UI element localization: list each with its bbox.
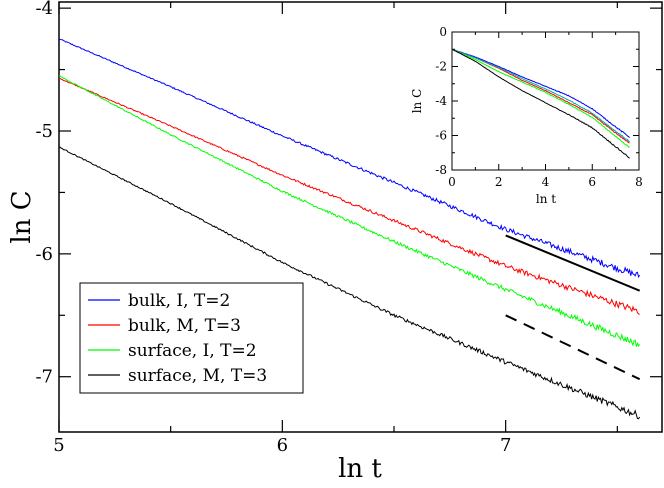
inset-y-axis-title: ln C bbox=[410, 89, 424, 114]
inset-y-tick-label: -2 bbox=[435, 60, 447, 74]
main-x-tick-label: 6 bbox=[277, 435, 288, 456]
main-x-axis-title: ln t bbox=[338, 454, 382, 484]
reference-lines bbox=[505, 234, 641, 381]
legend-label-1: bulk, M, T=3 bbox=[128, 316, 241, 336]
inset-series-3 bbox=[451, 48, 630, 142]
inset-ticks bbox=[451, 31, 640, 171]
inset-series-0 bbox=[451, 48, 631, 139]
inset-series-4 bbox=[451, 48, 630, 159]
main-y-tick-label: -7 bbox=[35, 367, 53, 388]
inset-y-tick-label: -6 bbox=[435, 129, 447, 143]
inset-y-tick-label: 0 bbox=[439, 25, 447, 39]
legend-label-2: surface, I, T=2 bbox=[128, 341, 257, 361]
inset-tick-labels: 0 2 4 6 8 0 -2 -4 -6 -8 bbox=[435, 25, 643, 189]
legend-label-0: bulk, I, T=2 bbox=[128, 291, 230, 311]
inset-plot-frame bbox=[451, 31, 640, 171]
main-tick-labels: 5 6 7 -4 -5 -6 -7 bbox=[35, 0, 511, 456]
main-series-1 bbox=[58, 78, 640, 315]
inset-x-tick-label: 6 bbox=[588, 175, 596, 189]
inset-y-tick-label: -4 bbox=[435, 94, 447, 108]
main-y-tick-label: -4 bbox=[35, 0, 53, 19]
main-x-tick-label: 5 bbox=[53, 435, 64, 456]
inset-series-group bbox=[451, 48, 631, 159]
main-y-axis-title: ln C bbox=[7, 190, 37, 243]
inset-y-tick-label: -8 bbox=[435, 163, 447, 177]
main-y-tick-label: -6 bbox=[35, 244, 53, 265]
inset-x-tick-label: 8 bbox=[635, 175, 643, 189]
main-ticks bbox=[58, 2, 662, 432]
legend-entries: bulk, I, T=2 bulk, M, T=3 surface, I, T=2 s… bbox=[88, 291, 267, 386]
main-series-2 bbox=[58, 75, 641, 347]
inset-chart: 0 2 4 6 8 0 -2 -4 -6 -8 ln t ln C bbox=[410, 25, 643, 206]
inset-x-tick-label: 4 bbox=[542, 175, 550, 189]
main-series-group bbox=[58, 38, 641, 420]
legend-label-3: surface, M, T=3 bbox=[128, 366, 267, 386]
inset-x-tick-label: 0 bbox=[448, 175, 456, 189]
main-series-0 bbox=[58, 38, 641, 279]
main-y-tick-label: -5 bbox=[35, 121, 53, 142]
inset-series-2 bbox=[451, 48, 630, 148]
legend: bulk, I, T=2 bulk, M, T=3 surface, I, T=2 s… bbox=[79, 282, 304, 394]
reference-line-solid bbox=[505, 234, 641, 292]
inset-x-tick-label: 2 bbox=[495, 175, 503, 189]
main-x-tick-label: 7 bbox=[500, 435, 511, 456]
main-series-3 bbox=[58, 146, 641, 420]
reference-line-dashed bbox=[505, 314, 641, 381]
inset-x-axis-title: ln t bbox=[536, 192, 556, 206]
